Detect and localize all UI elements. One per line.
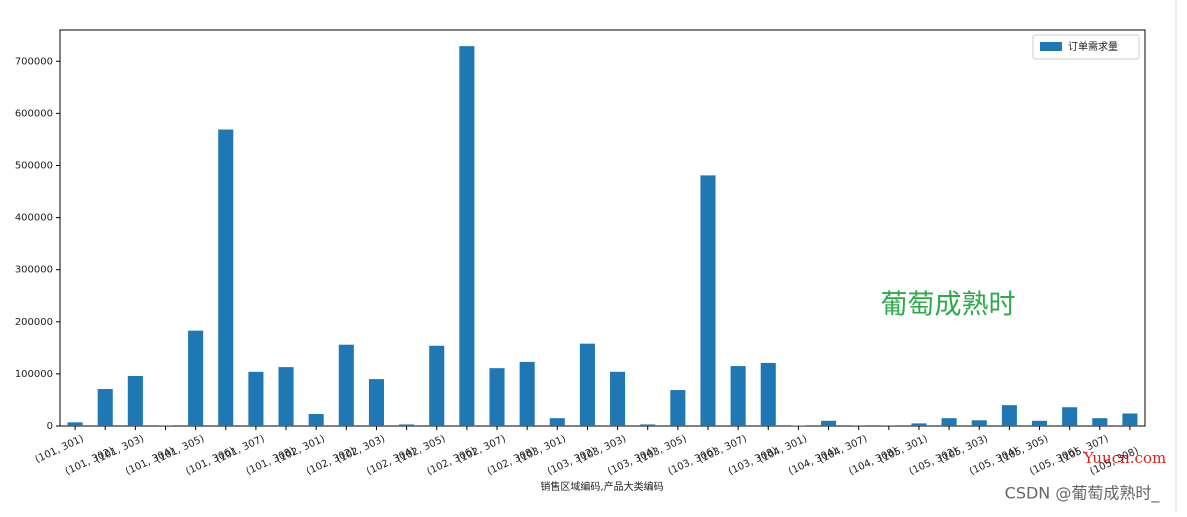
bar <box>610 372 625 426</box>
bar <box>399 424 414 426</box>
bar <box>128 376 143 426</box>
bar <box>68 422 83 426</box>
bar <box>369 379 384 426</box>
y-tick-label: 700000 <box>15 56 53 67</box>
bar <box>1032 421 1047 426</box>
bar <box>731 366 746 426</box>
bar <box>700 175 715 426</box>
bar <box>911 423 926 426</box>
bar <box>459 46 474 426</box>
bar <box>640 424 655 426</box>
watermark: 葡萄成熟时 <box>881 290 1016 321</box>
bar <box>1122 413 1137 426</box>
bar <box>670 390 685 426</box>
bar <box>218 130 233 426</box>
y-tick-label: 400000 <box>15 213 53 224</box>
bar <box>188 331 203 426</box>
legend-label: 订单需求量 <box>1068 41 1118 53</box>
y-tick-label: 200000 <box>15 317 53 328</box>
x-axis-label: 销售区域编码,产品大类编码 <box>540 480 663 493</box>
watermark: CSDN @葡萄成熟时_ <box>1005 484 1161 504</box>
bar <box>1002 405 1017 426</box>
bar <box>821 421 836 426</box>
y-tick-label: 300000 <box>15 265 53 276</box>
bar <box>248 372 263 426</box>
bar <box>972 420 987 426</box>
bar <box>942 418 957 426</box>
y-tick-label: 600000 <box>15 108 53 119</box>
bar <box>489 368 504 426</box>
legend-swatch <box>1040 42 1062 51</box>
bar <box>1092 418 1107 426</box>
bar <box>1062 407 1077 426</box>
bar <box>429 346 444 426</box>
bar <box>580 344 595 426</box>
bar <box>550 418 565 426</box>
bar <box>98 389 113 426</box>
y-tick-label: 500000 <box>15 160 53 171</box>
bar <box>279 367 294 426</box>
bar <box>309 414 324 426</box>
bar <box>791 425 806 426</box>
bar <box>339 345 354 426</box>
bar <box>520 362 535 426</box>
y-tick-label: 100000 <box>15 369 53 380</box>
y-tick-label: 0 <box>47 421 53 432</box>
bar <box>761 363 776 426</box>
